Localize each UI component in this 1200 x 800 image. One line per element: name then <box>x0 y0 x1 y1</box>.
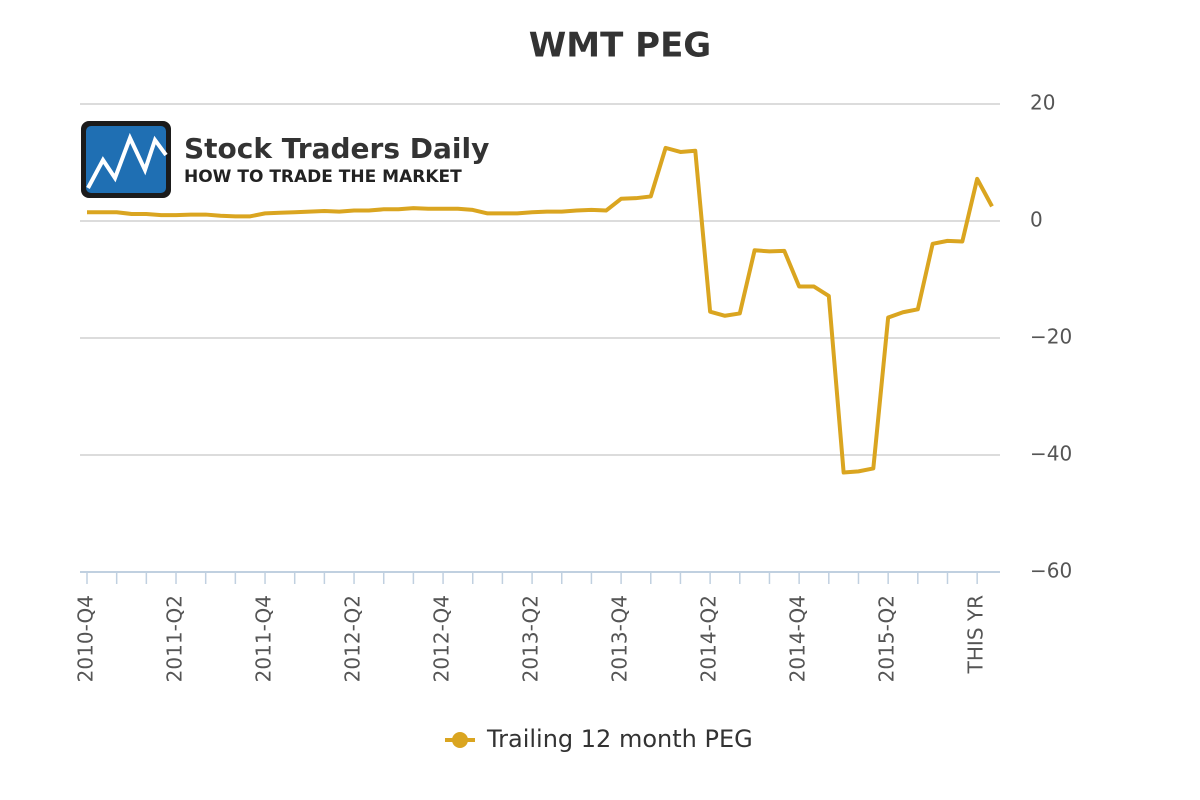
x-tick-label: 2013-Q4 <box>608 595 632 682</box>
x-tick-label: 2011-Q2 <box>163 595 187 682</box>
x-tick-label: 2012-Q2 <box>341 595 365 682</box>
legend-label: Trailing 12 month PEG <box>486 725 753 753</box>
x-tick-label: 2013-Q2 <box>519 595 543 682</box>
y-tick-label: 20 <box>1030 91 1055 115</box>
y-tick-label: −40 <box>1030 442 1072 466</box>
watermark: Stock Traders Daily HOW TO TRADE THE MAR… <box>81 121 489 198</box>
logo-title: Stock Traders Daily <box>184 132 489 165</box>
x-tick-label: THIS YR <box>964 595 988 674</box>
x-tick-label: 2011-Q4 <box>252 595 276 682</box>
y-tick-label: −20 <box>1030 325 1072 349</box>
x-tick-label: 2015-Q2 <box>875 595 899 682</box>
x-tick-label: 2014-Q4 <box>786 595 810 682</box>
x-tick-label: 2014-Q2 <box>697 595 721 682</box>
y-tick-label: 0 <box>1030 208 1043 232</box>
series-line <box>87 145 994 475</box>
x-tick-label: 2012-Q4 <box>430 595 454 682</box>
x-tick-label: 2010-Q4 <box>74 595 98 682</box>
legend-marker <box>452 732 468 748</box>
chart-title: WMT PEG <box>529 26 711 66</box>
logo-box <box>86 126 166 193</box>
logo-line <box>86 132 168 189</box>
logo-subtitle: HOW TO TRADE THE MARKET <box>184 167 462 187</box>
y-tick-label: −60 <box>1030 559 1072 583</box>
